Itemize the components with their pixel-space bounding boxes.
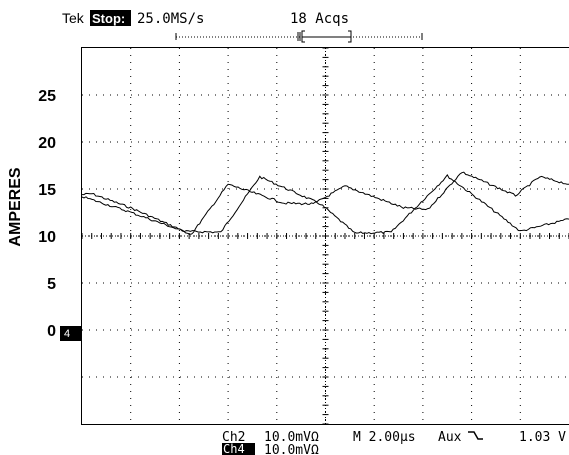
waveform-trace-2 xyxy=(81,171,569,235)
ground-marker xyxy=(60,326,82,341)
waveform-traces xyxy=(81,171,569,235)
y-tick-label: 20 xyxy=(38,135,56,152)
graticule xyxy=(81,47,569,425)
y-axis-label: AMPERES xyxy=(7,167,24,246)
trigger-level: 1.03 V xyxy=(519,430,566,445)
acquisition-count: 18 Acqs xyxy=(290,11,349,27)
falling-edge-icon xyxy=(468,431,483,440)
ch4-scale: 10.0mVΩ xyxy=(264,443,319,455)
y-tick-label: 0 xyxy=(47,323,56,340)
sample-rate: 25.0MS/s xyxy=(137,11,204,27)
brand-label: Tek xyxy=(62,10,85,26)
acquisition-state: Stop: xyxy=(92,11,125,26)
ch4-badge xyxy=(222,443,255,455)
stop-badge xyxy=(90,10,131,26)
y-axis-tick-labels: 0 5 10 15 20 25 xyxy=(38,88,56,340)
ground-marker-label: 4 xyxy=(64,328,70,340)
y-tick-label: 25 xyxy=(38,88,56,105)
record-view-bar xyxy=(175,30,423,43)
ch2-scale: 10.0mVΩ xyxy=(264,430,319,445)
y-tick-label: 10 xyxy=(38,229,56,246)
trigger-source: Aux xyxy=(438,430,462,445)
ch2-label: Ch2 xyxy=(222,430,245,445)
waveform-trace-1 xyxy=(82,173,569,235)
ch4-label: Ch4 xyxy=(223,442,245,455)
timebase: M 2.00µs xyxy=(353,430,416,445)
y-tick-label: 15 xyxy=(38,182,56,199)
y-tick-label: 5 xyxy=(47,276,56,293)
